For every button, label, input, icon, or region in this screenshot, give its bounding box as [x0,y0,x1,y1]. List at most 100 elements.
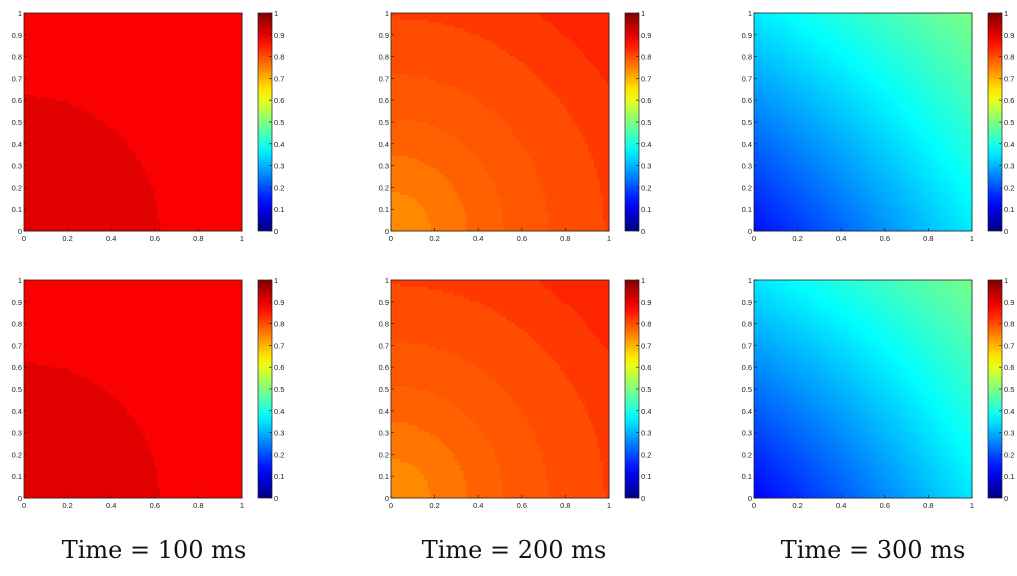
heatmap-cell [194,225,197,228]
heatmap-cell [191,71,194,74]
heatmap-cell [233,222,236,225]
heatmap-cell [112,216,115,219]
heatmap-cell [142,125,145,128]
heatmap-cell [45,89,48,92]
heatmap-cell [160,216,163,219]
heatmap-cell [115,155,118,158]
heatmap-cell [45,222,48,225]
heatmap-cell [166,180,169,183]
heatmap-cell [200,216,203,219]
heatmap-cell [224,170,227,173]
heatmap-cell [221,137,224,140]
heatmap-cell [88,213,91,216]
heatmap-cell [103,86,106,89]
heatmap-cell [88,107,91,110]
heatmap-cell [54,222,57,225]
heatmap-cell [100,19,103,22]
heatmap-cell [33,167,36,170]
heatmap-cell [63,210,66,213]
heatmap-cell [57,183,60,186]
heatmap-cell [85,173,88,176]
heatmap-cell [103,225,106,228]
heatmap-cell [42,86,45,89]
heatmap-cell [200,113,203,116]
heatmap-cell [169,201,172,204]
heatmap-cell [85,119,88,122]
heatmap-cell [33,107,36,110]
heatmap-cell [218,46,221,49]
heatmap-cell [209,183,212,186]
heatmap-cell [118,216,121,219]
heatmap-cell [142,46,145,49]
heatmap-cell [69,177,72,180]
heatmap-cell [54,37,57,40]
heatmap-cell [227,25,230,28]
heatmap-cell [200,143,203,146]
heatmap-cell [66,122,69,125]
heatmap-cell [115,64,118,67]
heatmap-cell [154,204,157,207]
heatmap-cell [209,68,212,71]
heatmap-cell [197,222,200,225]
heatmap-cell [51,95,54,98]
heatmap-cell [72,170,75,173]
heatmap-cell [148,37,151,40]
heatmap-cell [97,98,100,101]
heatmap-cell [206,167,209,170]
heatmap-cell [88,104,91,107]
heatmap-cell [139,80,142,83]
heatmap-cell [227,143,230,146]
heatmap-cell [191,55,194,58]
heatmap-cell [30,58,33,61]
heatmap-cell [160,95,163,98]
heatmap-cell [175,31,178,34]
heatmap-cell [209,207,212,210]
heatmap-cell [203,61,206,64]
heatmap-cell [91,61,94,64]
heatmap-cell [133,31,136,34]
heatmap-cell [139,149,142,152]
heatmap-cell [115,158,118,161]
heatmap-cell [151,92,154,95]
heatmap-cell [51,192,54,195]
heatmap-cell [215,173,218,176]
heatmap-cell [209,189,212,192]
heatmap-cell [139,180,142,183]
heatmap-cell [151,43,154,46]
heatmap-cell [227,155,230,158]
heatmap-cell [212,183,215,186]
heatmap-cell [188,64,191,67]
heatmap-cell [136,189,139,192]
heatmap-cell [127,158,130,161]
heatmap-cell [72,40,75,43]
heatmap-cell [133,216,136,219]
heatmap-cell [230,192,233,195]
heatmap-cell [48,77,51,80]
heatmap-cell [172,198,175,201]
heatmap-cell [154,177,157,180]
heatmap-cell [218,170,221,173]
heatmap-cell [130,149,133,152]
heatmap-cell [103,173,106,176]
heatmap-cell [100,128,103,131]
heatmap-cell [224,55,227,58]
heatmap-cell [215,177,218,180]
heatmap-cell [24,128,27,131]
heatmap-cell [115,143,118,146]
heatmap-cell [109,43,112,46]
heatmap-cell [60,25,63,28]
heatmap-cell [194,180,197,183]
heatmap-cell [72,77,75,80]
heatmap-cell [45,192,48,195]
heatmap-cell [203,68,206,71]
heatmap-cell [221,213,224,216]
heatmap-cell [66,101,69,104]
heatmap-cell [124,146,127,149]
heatmap-cell [24,152,27,155]
heatmap-cell [103,134,106,137]
heatmap-cell [130,40,133,43]
heatmap-cell [127,213,130,216]
heatmap-cell [45,195,48,198]
heatmap-cell [51,19,54,22]
heatmap-cell [197,161,200,164]
